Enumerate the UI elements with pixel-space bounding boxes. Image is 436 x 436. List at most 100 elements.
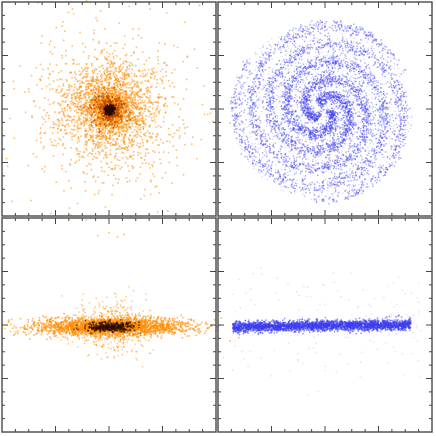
particle xyxy=(151,164,153,166)
particle xyxy=(78,119,80,121)
particle xyxy=(308,139,311,141)
particle xyxy=(379,151,382,154)
particle xyxy=(113,99,116,102)
particle xyxy=(115,102,117,104)
particle xyxy=(57,120,60,123)
particle xyxy=(98,86,100,88)
particle xyxy=(86,106,89,109)
particle xyxy=(93,89,95,91)
particle xyxy=(98,93,100,95)
particle xyxy=(110,120,112,123)
particle xyxy=(179,135,181,137)
particle xyxy=(95,79,98,81)
particle xyxy=(367,173,370,175)
particle xyxy=(109,127,112,129)
particle xyxy=(89,104,91,106)
particle xyxy=(178,129,180,132)
particle xyxy=(84,95,86,98)
particle xyxy=(108,113,111,116)
particle xyxy=(119,88,121,91)
particle xyxy=(140,37,143,39)
particle xyxy=(305,30,308,32)
particle xyxy=(101,99,104,101)
particle xyxy=(334,50,336,52)
particle xyxy=(101,51,104,53)
particle xyxy=(145,59,148,62)
particle xyxy=(344,162,346,165)
particle xyxy=(142,116,144,119)
particle xyxy=(96,135,99,138)
particle xyxy=(118,159,121,162)
particle xyxy=(113,89,115,91)
particle xyxy=(363,170,365,172)
particle xyxy=(36,84,38,86)
particle xyxy=(124,43,126,46)
particle xyxy=(103,119,105,122)
particle xyxy=(127,74,129,76)
particle xyxy=(92,129,94,132)
particle xyxy=(168,127,170,130)
particle xyxy=(124,133,127,135)
particle xyxy=(172,96,175,98)
particle xyxy=(75,73,77,75)
particle xyxy=(134,116,137,118)
particle xyxy=(151,173,154,175)
particle xyxy=(145,89,148,92)
particle xyxy=(129,90,131,92)
particle xyxy=(155,139,157,141)
particle xyxy=(361,192,363,195)
particle xyxy=(50,141,53,143)
particle xyxy=(91,98,93,101)
particle xyxy=(329,40,331,42)
particle xyxy=(103,121,106,124)
particle xyxy=(123,94,125,96)
particle xyxy=(117,127,120,129)
particle xyxy=(92,79,94,82)
particle xyxy=(102,182,105,184)
particle xyxy=(100,52,102,55)
particle xyxy=(140,120,143,122)
particle xyxy=(98,100,100,103)
particle xyxy=(122,84,124,87)
particle xyxy=(95,17,97,19)
particle xyxy=(77,103,79,106)
particle xyxy=(89,99,92,101)
particle xyxy=(97,109,99,112)
particle xyxy=(52,127,54,129)
particle xyxy=(367,77,369,79)
particle xyxy=(103,133,106,135)
particle xyxy=(105,135,108,137)
particle xyxy=(48,114,50,117)
particle xyxy=(113,168,116,170)
particle xyxy=(80,91,82,94)
particle xyxy=(128,73,130,75)
particle xyxy=(109,153,112,156)
particle xyxy=(28,91,30,93)
particle xyxy=(30,199,32,202)
particle xyxy=(121,96,123,99)
particle xyxy=(74,121,77,124)
particle xyxy=(106,51,108,54)
particle xyxy=(153,72,155,74)
particle xyxy=(155,115,157,117)
particle xyxy=(88,162,90,165)
particle xyxy=(139,108,142,111)
particle xyxy=(369,106,371,108)
particle xyxy=(97,120,99,122)
particle xyxy=(135,114,137,117)
particle xyxy=(91,78,94,80)
particle xyxy=(132,166,135,168)
particle xyxy=(153,113,156,116)
particle xyxy=(80,72,83,74)
particle xyxy=(90,102,92,104)
particle xyxy=(83,109,86,111)
particle xyxy=(103,73,106,75)
particle xyxy=(93,147,96,150)
particle xyxy=(70,72,72,74)
particle xyxy=(106,76,108,79)
particle xyxy=(123,233,125,236)
particle xyxy=(77,80,79,83)
particle xyxy=(93,106,95,108)
particle xyxy=(90,113,92,115)
